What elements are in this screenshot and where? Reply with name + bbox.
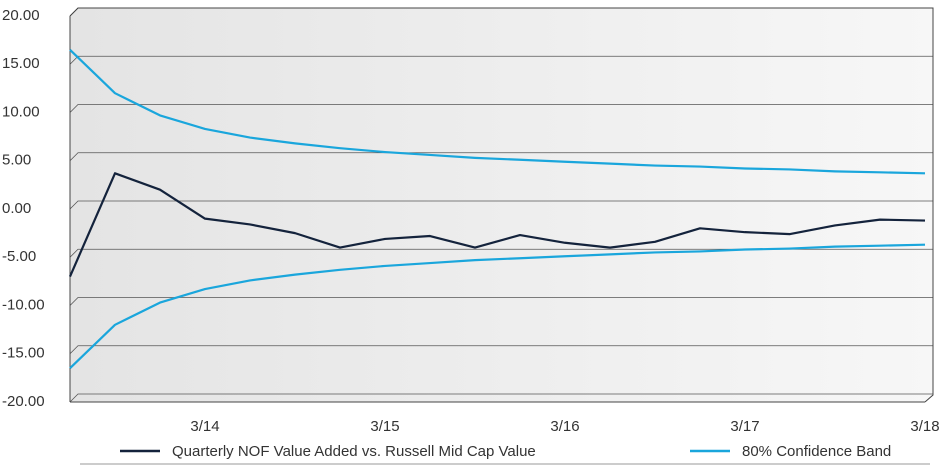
legend-label: Quarterly NOF Value Added vs. Russell Mi… — [172, 443, 536, 460]
y-tick-label: -20.00 — [2, 393, 45, 410]
grid-line — [69, 297, 933, 306]
y-tick-label: 10.00 — [2, 103, 40, 120]
x-tick-label: 3/16 — [550, 418, 579, 435]
legend-label: 80% Confidence Band — [742, 443, 891, 460]
series-line — [68, 172, 926, 277]
grid-line — [69, 393, 933, 403]
plot-frame — [69, 7, 934, 403]
y-tick-label: 20.00 — [2, 7, 40, 24]
y-tick-label: 5.00 — [2, 152, 31, 169]
x-tick-label: 3/14 — [190, 418, 219, 435]
y-tick-label: -15.00 — [2, 345, 45, 362]
grid-line — [69, 345, 933, 355]
grid-line — [69, 104, 933, 113]
grid-line — [69, 152, 933, 162]
x-tick-label: 3/18 — [910, 418, 939, 435]
series-line — [69, 243, 926, 370]
y-tick-label: -5.00 — [2, 248, 36, 265]
x-tick-label: 3/17 — [730, 418, 759, 435]
series-line — [69, 48, 926, 175]
x-tick-label: 3/15 — [370, 418, 399, 435]
grid-line — [69, 248, 933, 258]
y-tick-label: 0.00 — [2, 200, 31, 217]
y-tick-label: 15.00 — [2, 55, 40, 72]
plot-background — [70, 8, 933, 402]
grid-line — [69, 200, 933, 210]
y-tick-label: -10.00 — [2, 296, 45, 313]
